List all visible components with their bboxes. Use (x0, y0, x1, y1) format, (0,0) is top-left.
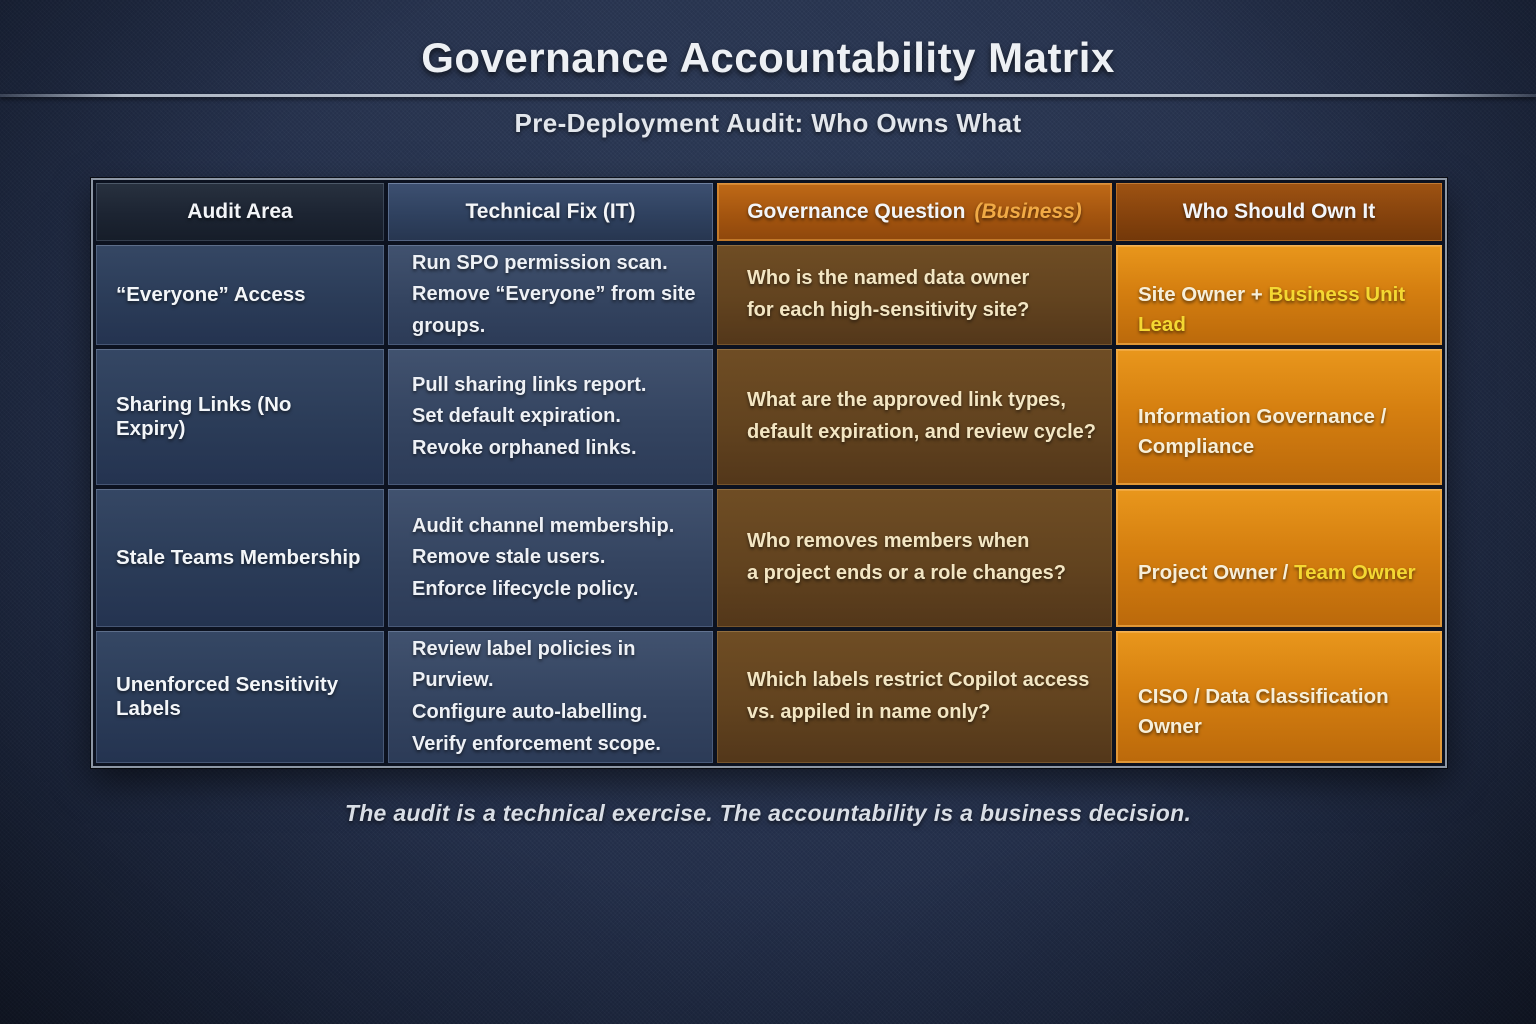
header-label: Governance Question (747, 200, 966, 223)
page-title: Governance Accountability Matrix (421, 34, 1115, 81)
owner-text: Site Owner + Business Unit Lead (1138, 250, 1428, 339)
governance-matrix-table: Audit Area Technical Fix (IT) Governance… (91, 178, 1447, 768)
cell-owner-row1: Site Owner + Business Unit Lead (1116, 245, 1442, 345)
cell-audit-area-everyone-access: “Everyone” Access (96, 245, 384, 345)
cell-technical-fix-row2: Pull sharing links report. Set default e… (388, 349, 713, 485)
owner-secondary: Business Unit Lead (1138, 283, 1406, 336)
title-divider (0, 94, 1536, 97)
owner-text: CISO / Data Classification Owner (1138, 652, 1428, 741)
header-label: Who Should Own It (1182, 200, 1376, 223)
cell-audit-area-sensitivity-labels: Unenforced Sensitivity Labels (96, 631, 384, 763)
owner-primary: Site Owner + (1138, 283, 1269, 307)
owner-primary: Project Owner / (1138, 561, 1295, 584)
header-cell-owner: Who Should Own It (1116, 183, 1442, 241)
header-label: Audit Area (187, 200, 293, 223)
cell-owner-row3: Project Owner / Team Owner (1116, 489, 1442, 627)
cell-technical-fix-row3: Audit channel membership. Remove stale u… (388, 489, 713, 627)
header-cell-audit-area: Audit Area (96, 183, 384, 241)
owner-primary: Information Governance / Compliance (1138, 405, 1387, 458)
header-business-tag: (Business) (974, 200, 1082, 223)
cell-governance-question-row2: What are the approved link types, defaul… (717, 349, 1112, 485)
cell-technical-fix-row1: Run SPO permission scan. Remove “Everyon… (388, 245, 713, 345)
cell-governance-question-row1: Who is the named data owner for each hig… (717, 245, 1112, 345)
cell-governance-question-row3: Who removes members when a project ends … (717, 489, 1112, 627)
footer-note: The audit is a technical exercise. The a… (344, 800, 1192, 826)
cell-owner-row2: Information Governance / Compliance (1116, 349, 1442, 485)
cell-audit-area-stale-teams: Stale Teams Membership (96, 489, 384, 627)
cell-governance-question-row4: Which labels restrict Copilot access vs.… (717, 631, 1112, 763)
owner-secondary: Team Owner (1294, 561, 1416, 584)
page-subtitle: Pre-Deployment Audit: Who Owns What (514, 108, 1022, 138)
header-cell-governance-question: Governance Question (Business) (717, 183, 1112, 241)
cell-technical-fix-row4: Review label policies in Purview. Config… (388, 631, 713, 763)
owner-primary: CISO / Data Classification Owner (1138, 685, 1389, 738)
cell-audit-area-sharing-links: Sharing Links (No Expiry) (96, 349, 384, 485)
owner-text: Project Owner / Team Owner (1138, 528, 1416, 587)
header-label: Technical Fix (IT) (465, 200, 636, 223)
header-cell-technical-fix: Technical Fix (IT) (388, 183, 713, 241)
owner-text: Information Governance / Compliance (1138, 372, 1386, 461)
cell-owner-row4: CISO / Data Classification Owner (1116, 631, 1442, 763)
